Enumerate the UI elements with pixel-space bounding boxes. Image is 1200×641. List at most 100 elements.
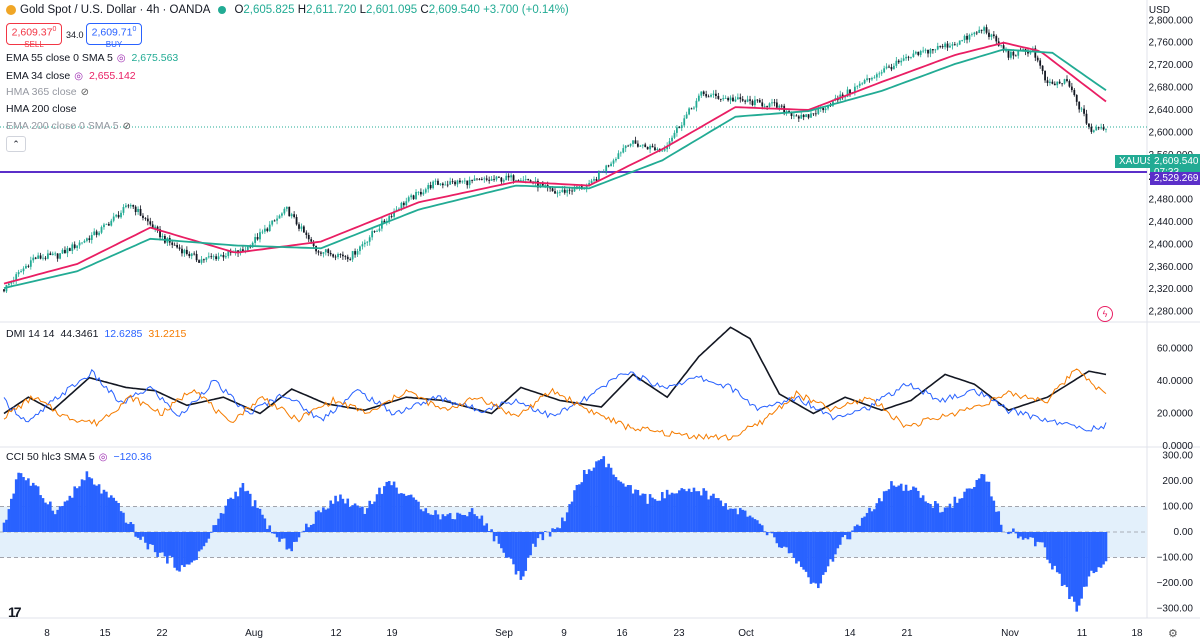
candle-body: [1105, 128, 1107, 130]
candle-body: [507, 175, 510, 178]
cci-bar: [378, 487, 381, 532]
candle-body: [493, 178, 495, 180]
candle-body: [178, 247, 181, 249]
candle-body: [139, 208, 142, 216]
dmi-line: [3, 368, 1107, 432]
cci-bar: [609, 467, 613, 532]
cci-bar: [426, 513, 430, 532]
candle-body: [612, 160, 615, 164]
candle-body: [393, 211, 395, 217]
lightning-icon[interactable]: ϟ: [1097, 306, 1113, 322]
cci-bar: [578, 484, 581, 532]
candle-body: [363, 242, 366, 245]
cci-bar: [702, 488, 706, 532]
buy-button[interactable]: 2,609.710 BUY: [86, 23, 142, 49]
tradingview-logo-icon[interactable]: 17: [8, 604, 22, 620]
candle-body: [1090, 126, 1093, 132]
cci-bar: [617, 480, 620, 532]
candle-body: [736, 97, 739, 100]
candle-body: [910, 57, 912, 58]
cci-bar: [236, 496, 240, 532]
cci-bar: [7, 509, 11, 532]
cci-bar: [858, 525, 862, 532]
candle-body: [22, 268, 25, 272]
symbol-header[interactable]: Gold Spot / U.S. Dollar · 4h · OANDA O2,…: [6, 4, 569, 16]
cci-bar: [585, 474, 588, 532]
cci-bar: [778, 532, 781, 548]
candle-body: [739, 97, 742, 100]
candle-body: [639, 145, 642, 147]
eye-hidden-icon[interactable]: ⊘: [80, 86, 90, 98]
candle-body: [81, 242, 83, 244]
cci-bar: [487, 531, 491, 532]
cci-bar: [673, 493, 676, 532]
legend-cci[interactable]: CCI 50 hlc3 SMA 5 ◎ −120.36: [6, 451, 152, 463]
legend-hma365[interactable]: HMA 365 close ⊘: [6, 86, 90, 98]
candle-body: [100, 227, 103, 233]
candle-body: [541, 183, 544, 186]
candle-body: [858, 83, 861, 86]
cci-bar: [443, 516, 447, 532]
candle-body: [722, 98, 725, 100]
cci-bar: [109, 495, 113, 532]
cci-bar: [916, 490, 920, 532]
legend-ema55[interactable]: EMA 55 close 0 SMA 5 ◎ 2,675.563: [6, 52, 179, 64]
cci-bar: [522, 532, 525, 577]
x-tick-label: Aug: [245, 628, 263, 639]
candle-body: [949, 45, 951, 48]
candle-body: [71, 244, 74, 251]
candle-body: [1063, 79, 1066, 84]
candle-body: [390, 216, 393, 218]
cci-bar: [831, 532, 835, 562]
candle-body: [875, 74, 878, 78]
candle-body: [1029, 50, 1032, 54]
candle-body: [729, 97, 732, 101]
cci-bar: [1043, 532, 1047, 548]
legend-hma200[interactable]: HMA 200 close: [6, 103, 77, 115]
cci-bar: [1014, 532, 1018, 534]
candle-body: [958, 40, 961, 45]
cci-bar: [960, 498, 964, 532]
y-tick-label: 40.0000: [1157, 376, 1194, 387]
eye-hidden-icon[interactable]: ⊘: [122, 120, 132, 132]
candle-body: [268, 224, 271, 231]
cci-bar: [556, 527, 559, 532]
cci-bar: [709, 495, 713, 532]
cci-bar: [365, 508, 369, 532]
candle-body: [471, 179, 474, 181]
candle-body: [992, 34, 995, 37]
candle-body: [3, 289, 5, 292]
legend-ema34[interactable]: EMA 34 close ◎ 2,655.142: [6, 70, 136, 82]
cci-bar: [205, 532, 208, 543]
cci-bar: [848, 532, 852, 540]
cci-bar: [573, 490, 576, 532]
candle-body: [346, 256, 349, 260]
cci-bar: [997, 511, 1001, 532]
settings-gear-icon[interactable]: ⚙: [1168, 628, 1178, 640]
candle-body: [498, 176, 500, 178]
sell-button[interactable]: 2,609.370 SELL: [6, 23, 62, 49]
cci-bar: [1033, 532, 1037, 547]
x-tick-label: 22: [156, 628, 168, 639]
legend-dmi[interactable]: DMI 14 14 44.3461 12.6285 31.2215: [6, 328, 187, 340]
candle-body: [49, 253, 52, 256]
x-tick-label: 23: [673, 628, 685, 639]
currency-label[interactable]: USD: [1148, 5, 1170, 16]
candle-body: [627, 145, 630, 147]
candle-body: [190, 253, 193, 257]
cci-bar: [907, 490, 910, 532]
cci-bar: [414, 499, 418, 532]
collapse-icon[interactable]: ⌃: [6, 136, 26, 152]
cci-bar: [512, 532, 515, 565]
candle-body: [734, 99, 737, 102]
symbol-title[interactable]: Gold Spot / U.S. Dollar · 4h · OANDA: [20, 4, 211, 16]
candle-body: [554, 191, 556, 194]
cci-bar: [931, 507, 935, 532]
legend-ema200[interactable]: EMA 200 close 0 SMA 5 ⊘: [6, 120, 132, 132]
dmi-line: [3, 368, 1107, 441]
candle-body: [495, 176, 498, 180]
dmi-line: [3, 326, 1107, 415]
ema-line: [3, 48, 1107, 289]
cci-bar: [663, 498, 667, 532]
